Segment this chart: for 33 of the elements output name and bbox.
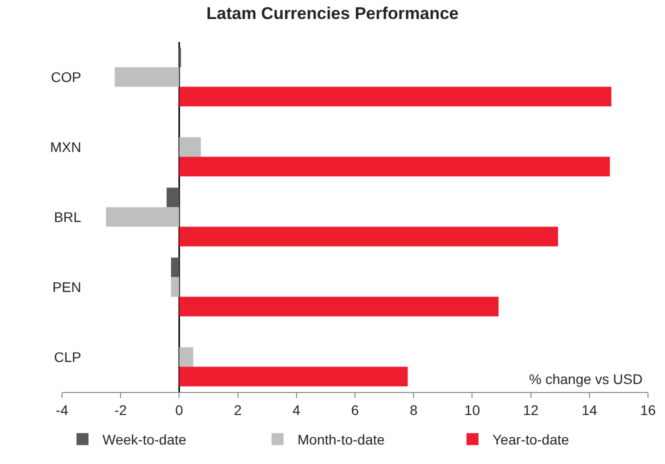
legend-label: Week-to-date (102, 432, 186, 448)
legend-label: Month-to-date (298, 432, 385, 448)
bar (179, 226, 558, 246)
bar (179, 86, 612, 106)
x-tick-label: 4 (292, 402, 300, 418)
x-tick-label: 2 (234, 402, 242, 418)
x-tick-label: 6 (351, 402, 360, 418)
x-tick-label: 14 (582, 402, 598, 418)
annotation: % change vs USD (529, 371, 643, 387)
y-tick-label: MXN (50, 138, 82, 155)
chart-title: Latam Currencies Performance (206, 4, 459, 23)
bar (179, 366, 408, 386)
bar (106, 207, 180, 227)
x-tick-label: 10 (464, 402, 480, 418)
legend-label: Year-to-date (492, 432, 570, 448)
y-tick-label: CLP (54, 348, 82, 365)
bar (114, 67, 180, 87)
bar (179, 156, 610, 176)
bar (179, 347, 194, 367)
bar (179, 296, 499, 316)
y-tick-label: PEN (52, 278, 82, 295)
x-tick-label: 16 (640, 402, 656, 418)
y-tick-label: BRL (54, 208, 82, 225)
x-tick-label: -4 (56, 402, 68, 418)
x-tick-label: 12 (523, 402, 539, 418)
y-tick-label: COP (50, 68, 82, 85)
bar (166, 188, 180, 208)
bar (179, 137, 201, 157)
bar (171, 277, 180, 297)
bar (171, 258, 180, 278)
x-tick-label: 8 (410, 402, 418, 418)
x-tick-label: -2 (114, 402, 128, 418)
x-tick-label: 0 (175, 402, 184, 418)
